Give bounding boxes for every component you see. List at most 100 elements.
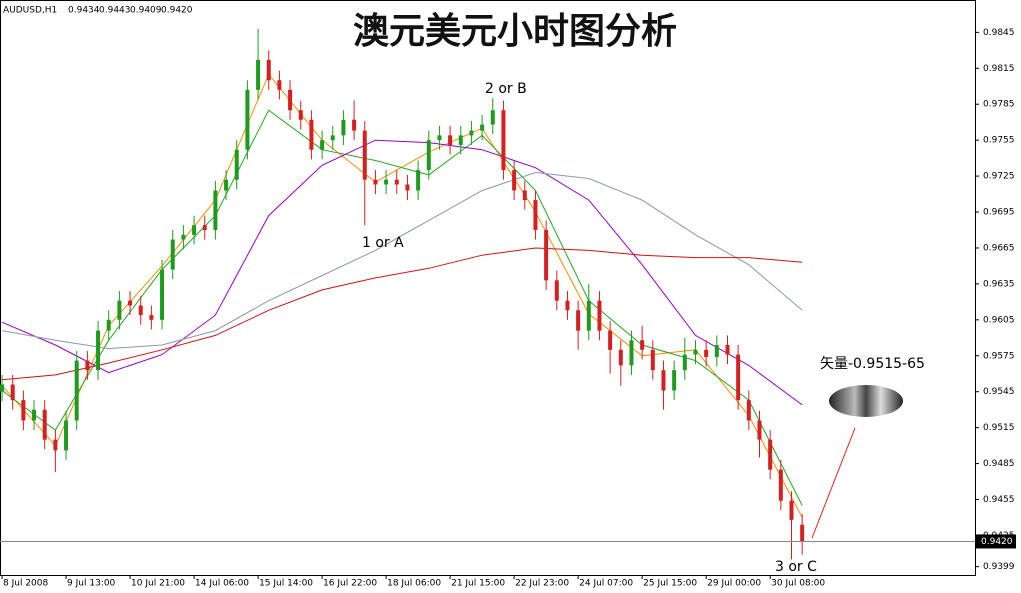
candle-body: [74, 360, 79, 421]
candle-body: [213, 190, 218, 230]
candle-body: [778, 469, 783, 501]
candle-body: [672, 370, 677, 391]
candle-body: [458, 135, 463, 145]
candle-body: [266, 59, 271, 81]
candle-body: [298, 110, 303, 120]
candle-body: [533, 200, 538, 230]
candle-body: [288, 89, 293, 111]
candle-body: [85, 360, 90, 371]
candle-body: [661, 370, 666, 391]
candle-body: [746, 400, 751, 421]
candle-body: [725, 345, 730, 355]
candle-body: [373, 179, 378, 185]
x-tick-label: 14 Jul 06:00: [195, 579, 249, 589]
candle-body: [362, 130, 367, 180]
candle-body: [309, 119, 314, 150]
x-tick-label: 30 Jul 08:00: [771, 579, 825, 589]
candle-body: [352, 119, 357, 131]
header-open: 0.9434: [68, 6, 100, 16]
candle-body: [384, 179, 389, 185]
candle-body: [416, 170, 421, 191]
x-tick-label: 25 Jul 15:00: [643, 579, 697, 589]
candle-body: [277, 80, 282, 90]
y-tick-label: 0.9635: [983, 279, 1015, 289]
candle-body: [202, 225, 207, 230]
plot-frame: [0, 0, 976, 576]
chart-title: 澳元美元小时图分析: [353, 11, 677, 52]
y-tick-label: 0.9485: [983, 459, 1015, 469]
candle-body: [10, 384, 15, 401]
candle-body: [576, 310, 581, 331]
candle-body: [170, 239, 175, 270]
candle-body: [704, 349, 709, 357]
y-tick-label: 0.9725: [983, 172, 1015, 182]
candle-body: [341, 119, 346, 136]
candle-body: [501, 110, 506, 171]
x-tick-label: 18 Jul 06:00: [387, 579, 441, 589]
y-tick-label: 0.9695: [983, 208, 1015, 218]
x-tick-label: 24 Jul 07:00: [579, 579, 633, 589]
candle-body: [597, 300, 602, 331]
candle-body: [736, 354, 741, 401]
candle-body: [490, 110, 495, 125]
y-tick-label: 0.9815: [983, 64, 1015, 74]
candle-body: [42, 409, 47, 440]
annotation: 2 or B: [485, 81, 527, 97]
annotation: 1 or A: [362, 235, 404, 251]
x-tick-label: 29 Jul 00:00: [707, 579, 761, 589]
x-tick-label: 21 Jul 15:00: [451, 579, 505, 589]
candle-body: [618, 349, 623, 366]
candle-body: [256, 59, 261, 90]
y-tick-label: 0.9515: [983, 423, 1015, 433]
candle-body: [512, 170, 517, 191]
y-tick-label: 0.9455: [983, 495, 1015, 505]
candle-body: [800, 524, 805, 542]
candle-body: [693, 349, 698, 355]
x-tick-label: 22 Jul 23:00: [515, 579, 569, 589]
candle-body: [629, 340, 634, 366]
candle-body: [224, 179, 229, 191]
candle-body: [714, 345, 719, 357]
candle-body: [650, 349, 655, 371]
candle-body: [480, 124, 485, 131]
candle-body: [149, 315, 154, 320]
header-close: 0.9420: [161, 6, 193, 16]
candle-body: [160, 269, 165, 320]
y-tick-label: 0.9665: [983, 243, 1015, 253]
candle-body: [320, 140, 325, 150]
candle-body: [522, 190, 527, 201]
moving-average-line: [1, 139, 803, 406]
candle-body: [106, 319, 111, 331]
moving-average-line: [1, 171, 803, 350]
candle-body: [640, 340, 645, 350]
candle-body: [234, 149, 239, 180]
candle-body: [448, 135, 453, 145]
x-tick-label: 15 Jul 14:00: [259, 579, 313, 589]
candle-body: [768, 439, 773, 470]
candle-body: [586, 300, 591, 331]
x-tick-label: 10 Jul 21:00: [131, 579, 185, 589]
ellipse-icon: [829, 385, 903, 417]
plot-layer: [0, 28, 805, 560]
candle-body: [426, 140, 431, 171]
price-label-box: [976, 534, 1016, 549]
candle-body: [682, 354, 687, 371]
moving-average-line: [1, 247, 803, 381]
header-high: 0.9443: [99, 6, 131, 16]
candle-body: [437, 135, 442, 141]
price-label: 0.9420: [981, 537, 1013, 547]
candle-body: [138, 305, 143, 316]
candle-body: [565, 300, 570, 311]
x-tick-label: 9 Jul 13:00: [67, 579, 116, 589]
candle-body: [32, 409, 37, 421]
y-tick-label: 0.9755: [983, 136, 1015, 146]
candle-body: [757, 420, 762, 440]
candle-body: [394, 179, 399, 185]
y-tick-label: 0.9575: [983, 351, 1015, 361]
candle-body: [0, 384, 5, 392]
arrow-line: [811, 427, 856, 539]
candle-body: [117, 300, 122, 320]
header-low: 0.9409: [130, 6, 162, 16]
